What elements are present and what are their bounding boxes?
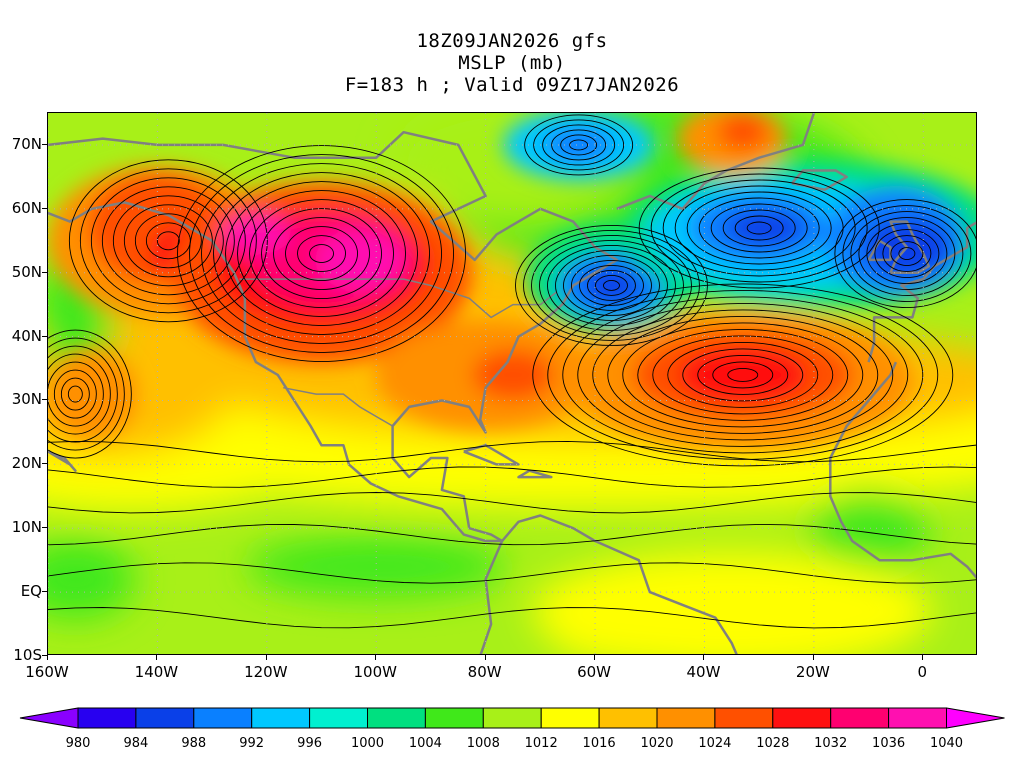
isobar-set [532,283,954,467]
lon-tick [703,655,705,660]
colorbar-segment [482,707,542,729]
isobar-set [638,167,880,289]
colorbar-level-label: 988 [181,736,207,751]
isobar-set [48,329,132,459]
isobar-set [177,145,466,362]
colorbar-level-label: 1020 [640,736,674,751]
colorbar-level-label: 1000 [350,736,385,751]
pressure-map [47,112,977,655]
colorbar-segment [714,707,774,729]
colorbar-level-label: 1040 [929,736,964,751]
colorbar-level-label: 1016 [582,736,616,751]
lon-tick [265,655,267,660]
lon-label: 160W [25,663,69,681]
colorbar-level-label: 1036 [872,736,906,751]
colorbar-low-arrow [19,707,79,729]
lon-tick [156,655,158,660]
colorbar-segment [135,707,195,729]
lat-tick [42,399,47,401]
colorbar-level-label: 1012 [524,736,558,751]
lat-label: EQ [20,582,42,601]
lat-label: 60N [11,198,42,217]
title-variable: MSLP (mb) [458,52,566,74]
lat-tick [42,463,47,465]
lat-label: 50N [11,262,42,281]
colorbar-segment [193,707,253,729]
colorbar-segment [367,707,426,729]
colorbar-level-label: 1028 [756,736,790,751]
lat-label: 40N [11,326,42,345]
colorbar-segment [772,707,832,729]
isobar-set [515,225,708,346]
lon-label: 120W [244,663,288,681]
colorbar-segment [830,707,890,729]
lon-label: 40W [686,663,721,681]
lon-tick [484,655,486,660]
colorbar-high-arrow [946,707,1005,729]
lon-tick [375,655,377,660]
lon-label: 20W [795,663,830,681]
lon-label: 60W [577,663,611,681]
lat-tick [42,207,47,209]
lat-tick [42,271,47,273]
lon-label: 80W [467,663,502,681]
lon-tick [812,655,814,660]
colorbar-segment [77,707,137,729]
lon-tick [47,655,48,660]
lon-label: 140W [134,663,179,681]
colorbar-segment [888,707,947,729]
colorbar-level-label: 984 [123,736,149,751]
colorbar-level-label: 1008 [466,736,500,751]
isobar-set [68,159,268,323]
title-run-time: 18Z09JAN2026 gfs [416,30,608,52]
lon-label: 0 [917,663,928,681]
pressure-field [48,113,976,654]
colorbar-segment [424,707,484,729]
lat-label: 10S [13,646,42,664]
isobar-set [834,199,976,308]
lon-tick [922,655,924,660]
lon-tick [594,655,596,660]
colorbar-segment [251,707,311,729]
lat-tick [42,143,47,145]
colorbar-level-label: 1032 [814,736,848,751]
lat-label: 70N [11,134,42,153]
lat-tick [42,335,47,337]
colorbar-level-label: 996 [297,736,322,751]
colorbar-level-label: 1004 [408,736,442,751]
isobar-set [524,114,634,176]
colorbar-segment [309,707,369,729]
colorbar-segment [540,707,600,729]
colorbar-level-label: 992 [239,736,265,751]
lat-tick [42,591,47,593]
lat-tick [42,655,47,656]
map-title: 18Z09JAN2026 gfs MSLP (mb) F=183 h ; Val… [0,30,1024,96]
colorbar-segment [656,707,716,729]
lat-label: 30N [11,390,42,409]
lat-label: 10N [11,518,42,537]
lat-label: 20N [11,454,42,473]
colorbar-level-label: 980 [65,736,91,751]
title-valid-time: F=183 h ; Valid 09Z17JAN2026 [344,74,680,96]
lon-label: 100W [353,663,397,681]
colorbar [19,707,1005,729]
colorbar-segment [598,707,658,729]
colorbar-level-label: 1024 [698,736,732,751]
lat-tick [42,527,47,529]
